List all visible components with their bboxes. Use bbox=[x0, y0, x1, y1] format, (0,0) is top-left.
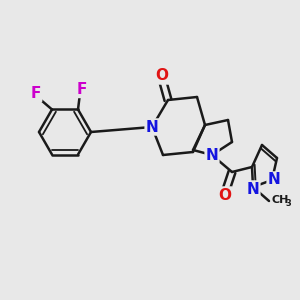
Text: F: F bbox=[77, 82, 87, 97]
Text: F: F bbox=[31, 86, 41, 101]
Text: N: N bbox=[206, 148, 218, 163]
Text: N: N bbox=[247, 182, 260, 196]
Text: N: N bbox=[268, 172, 281, 188]
Text: CH: CH bbox=[272, 195, 290, 205]
Text: 3: 3 bbox=[285, 199, 291, 208]
Text: O: O bbox=[218, 188, 232, 202]
Text: O: O bbox=[155, 68, 169, 83]
Text: N: N bbox=[146, 119, 158, 134]
